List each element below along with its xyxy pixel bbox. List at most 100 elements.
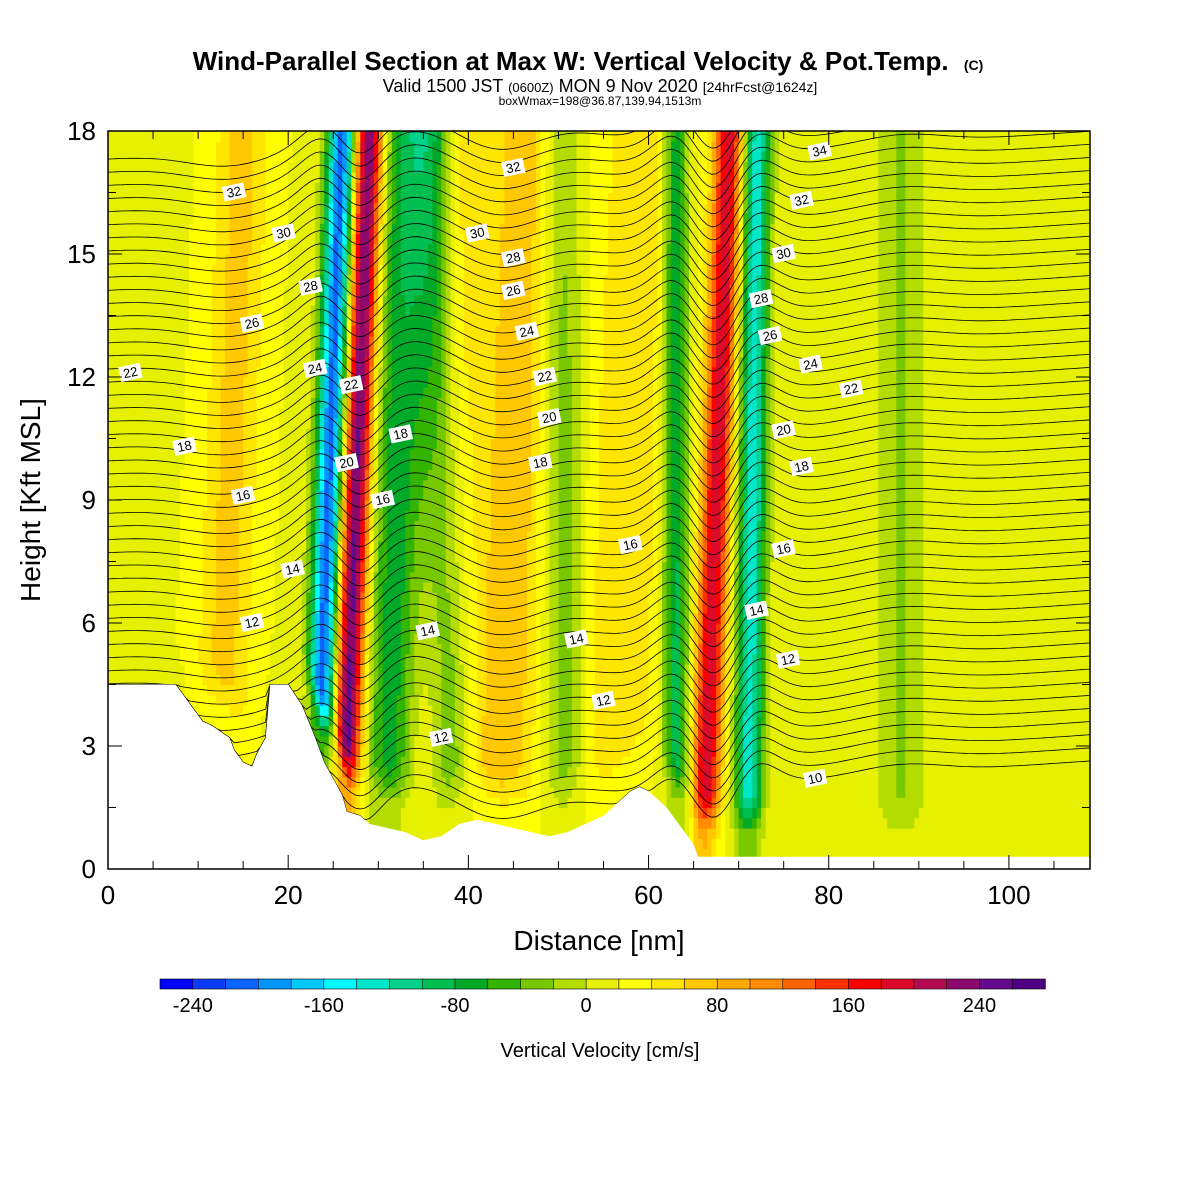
field-cell	[369, 571, 375, 583]
field-cell	[315, 602, 321, 614]
field-cell	[306, 469, 312, 481]
field-cell	[373, 735, 379, 747]
field-cell	[351, 131, 357, 142]
field-cell	[279, 448, 285, 460]
field-cell	[148, 233, 154, 245]
field-cell	[130, 131, 136, 142]
field-cell	[202, 387, 208, 399]
field-cell	[409, 776, 415, 788]
field-cell	[234, 397, 240, 409]
field-cell	[247, 438, 253, 450]
field-cell	[283, 151, 289, 163]
field-cell	[355, 325, 361, 337]
field-cell	[153, 664, 159, 675]
field-cell	[346, 295, 352, 306]
field-cell	[355, 459, 361, 470]
field-cell	[261, 459, 267, 470]
field-cell	[229, 602, 235, 614]
field-cell	[373, 469, 379, 481]
field-cell	[310, 715, 316, 727]
field-cell	[283, 264, 289, 276]
field-cell	[252, 233, 258, 245]
field-cell	[252, 305, 258, 317]
field-cell	[364, 489, 370, 501]
field-cell	[288, 305, 294, 317]
chart-subtitle-part-1: Valid 1500 JST	[383, 76, 504, 96]
field-cell	[126, 664, 132, 675]
field-cell	[139, 664, 145, 675]
field-cell	[297, 500, 303, 511]
field-cell	[234, 305, 240, 317]
field-cell	[162, 479, 168, 491]
field-cell	[301, 161, 307, 173]
field-cell	[342, 131, 348, 142]
field-cell	[207, 674, 213, 686]
field-cell	[382, 592, 388, 604]
field-cell	[198, 448, 204, 460]
chart-subtitle-part-2: (0600Z)	[508, 80, 554, 95]
field-cell	[121, 612, 127, 624]
field-cell	[171, 346, 177, 358]
field-cell	[346, 428, 352, 440]
field-cell	[157, 500, 163, 511]
field-cell	[355, 715, 361, 727]
field-cell	[301, 387, 307, 399]
field-cell	[238, 684, 244, 696]
field-cell	[121, 223, 127, 235]
field-cell	[351, 766, 357, 778]
field-cell	[346, 694, 352, 706]
field-cell	[409, 161, 415, 173]
field-cell	[283, 172, 289, 183]
field-cell	[328, 325, 334, 337]
field-cell	[256, 377, 262, 388]
field-cell	[387, 366, 393, 378]
field-cell	[184, 131, 190, 142]
field-cell	[297, 336, 303, 347]
field-cell	[400, 377, 406, 388]
field-cell	[351, 797, 357, 809]
field-cell	[157, 510, 163, 522]
field-cell	[139, 151, 145, 163]
field-cell	[369, 705, 375, 716]
field-cell	[117, 530, 123, 542]
field-cell	[265, 213, 271, 224]
field-cell	[342, 305, 348, 317]
field-cell	[265, 356, 271, 368]
field-cell	[247, 602, 253, 614]
field-cell	[391, 346, 397, 358]
field-cell	[135, 664, 141, 675]
field-cell	[418, 674, 424, 686]
field-cell	[166, 202, 172, 214]
field-cell	[324, 643, 330, 655]
field-cell	[139, 674, 145, 686]
field-cell	[391, 520, 397, 532]
field-cell	[360, 274, 366, 286]
field-cell	[355, 489, 361, 501]
field-cell	[310, 448, 316, 460]
field-cell	[144, 377, 150, 388]
field-cell	[121, 356, 127, 368]
field-cell	[396, 623, 402, 634]
field-cell	[225, 623, 231, 634]
field-cell	[283, 500, 289, 511]
field-cell	[166, 305, 172, 317]
field-cell	[297, 694, 303, 706]
field-cell	[211, 592, 217, 604]
field-cell	[391, 223, 397, 235]
field-cell	[306, 315, 312, 327]
field-cell	[175, 264, 181, 276]
field-cell	[207, 510, 213, 522]
field-cell	[216, 520, 222, 532]
field-cell	[117, 305, 123, 317]
field-cell	[238, 571, 244, 583]
field-cell	[265, 274, 271, 286]
field-cell	[310, 510, 316, 522]
field-cell	[387, 459, 393, 470]
field-cell	[355, 602, 361, 614]
field-cell	[333, 315, 339, 327]
field-cell	[360, 295, 366, 306]
field-cell	[310, 438, 316, 450]
field-cell	[364, 387, 370, 399]
field-cell	[247, 151, 253, 163]
field-cell	[243, 284, 249, 296]
